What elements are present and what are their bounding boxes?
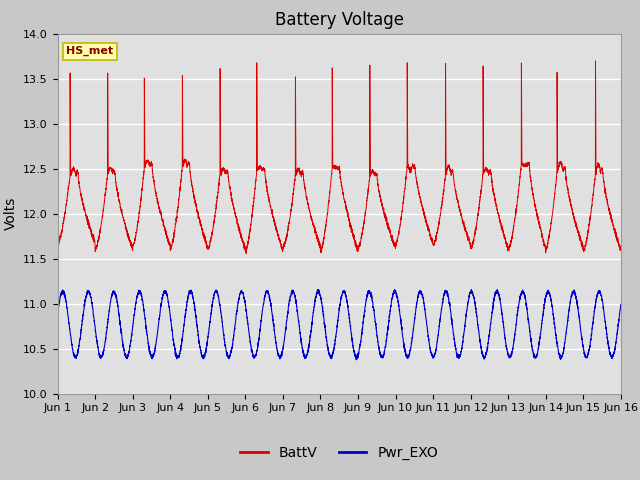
BattV (565, 192, 573, 198)
Line: Pwr_EXO: Pwr_EXO (58, 289, 621, 360)
BattV (121, 220, 129, 226)
Pwr_EXO (269, 321, 277, 327)
Text: HS_met: HS_met (66, 46, 113, 57)
Pwr_EXO (565, 307, 573, 313)
Pwr_EXO (617, 301, 625, 307)
Pwr_EXO (54, 312, 61, 318)
Pwr_EXO (353, 357, 360, 363)
Pwr_EXO (121, 352, 129, 358)
Pwr_EXO (563, 327, 570, 333)
Pwr_EXO (588, 334, 595, 339)
Y-axis label: Volts: Volts (4, 197, 17, 230)
Pwr_EXO (406, 347, 414, 353)
BattV (54, 241, 61, 247)
BattV (587, 209, 595, 215)
BattV (617, 248, 625, 253)
BattV (406, 167, 414, 172)
Line: BattV: BattV (58, 61, 621, 253)
BattV (591, 58, 599, 64)
BattV (563, 177, 570, 183)
Title: Battery Voltage: Battery Voltage (275, 11, 404, 29)
Legend: BattV, Pwr_EXO: BattV, Pwr_EXO (235, 441, 444, 466)
Pwr_EXO (314, 287, 322, 292)
BattV (243, 251, 250, 256)
BattV (269, 215, 277, 220)
